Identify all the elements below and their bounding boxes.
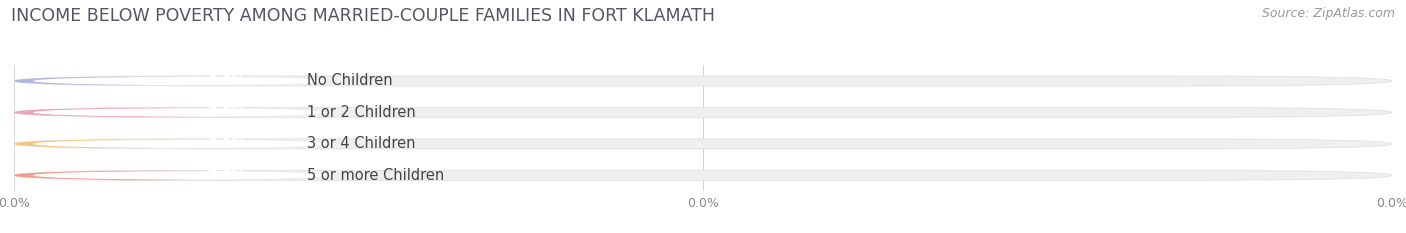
Ellipse shape [34,77,325,85]
Text: No Children: No Children [307,73,392,89]
FancyBboxPatch shape [14,107,256,117]
FancyBboxPatch shape [14,139,256,149]
FancyBboxPatch shape [14,76,256,86]
Text: 0.0%: 0.0% [207,74,246,88]
Ellipse shape [34,108,325,116]
FancyBboxPatch shape [14,139,1392,149]
FancyBboxPatch shape [14,107,1392,117]
FancyBboxPatch shape [14,170,1392,180]
Text: 0.0%: 0.0% [207,137,246,151]
Text: INCOME BELOW POVERTY AMONG MARRIED-COUPLE FAMILIES IN FORT KLAMATH: INCOME BELOW POVERTY AMONG MARRIED-COUPL… [11,7,716,25]
Text: 3 or 4 Children: 3 or 4 Children [307,136,415,151]
Text: 0.0%: 0.0% [207,105,246,120]
Ellipse shape [34,140,325,148]
Text: Source: ZipAtlas.com: Source: ZipAtlas.com [1261,7,1395,20]
FancyBboxPatch shape [14,170,256,180]
Text: 0.0%: 0.0% [207,168,246,182]
Ellipse shape [34,171,325,179]
FancyBboxPatch shape [14,76,1392,86]
Text: 1 or 2 Children: 1 or 2 Children [307,105,415,120]
Text: 5 or more Children: 5 or more Children [307,168,444,183]
